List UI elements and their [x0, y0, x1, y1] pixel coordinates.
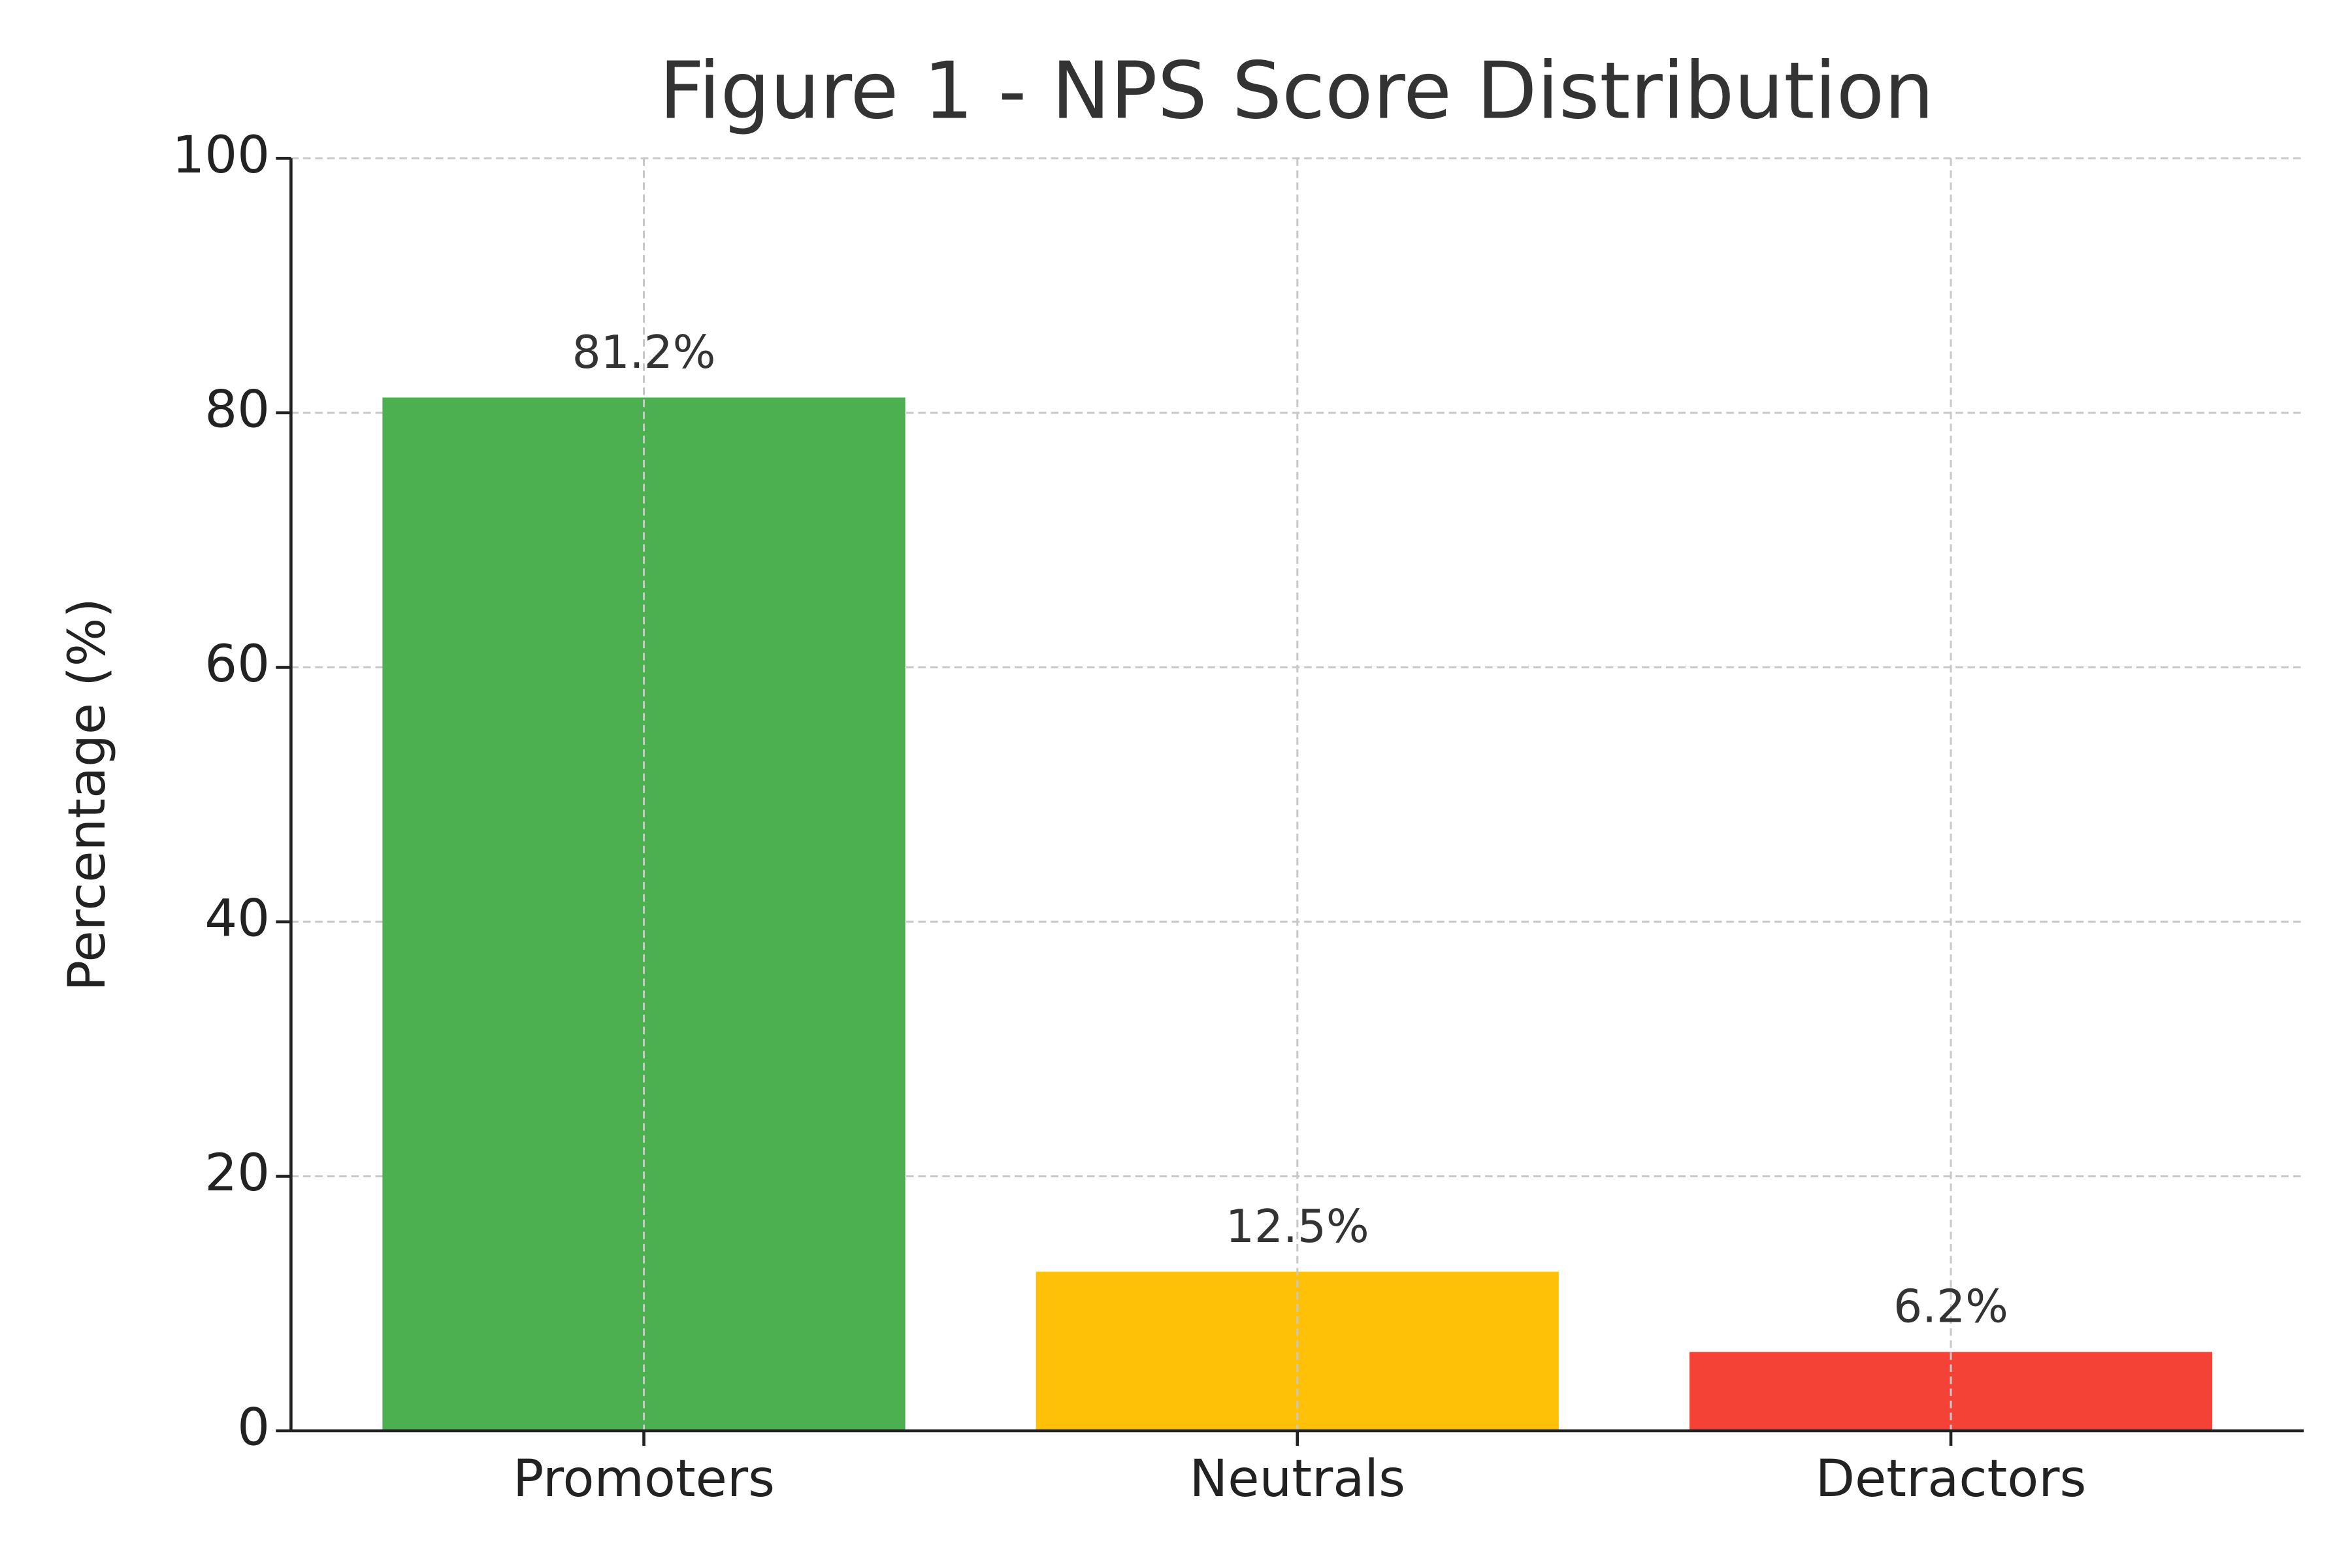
bar — [382, 397, 906, 1431]
x-tick-label: Promoters — [513, 1448, 775, 1509]
y-tick-label: 40 — [204, 888, 270, 948]
y-axis-label: Percentage (%) — [57, 598, 117, 991]
x-tick-label: Neutrals — [1190, 1448, 1405, 1509]
y-tick-label: 20 — [204, 1143, 270, 1203]
data-label: 81.2% — [572, 327, 716, 379]
x-tick-label: Detractors — [1816, 1448, 2087, 1509]
y-tick-label: 0 — [237, 1397, 270, 1457]
y-tick-label: 80 — [204, 379, 270, 439]
y-tick-label: 60 — [204, 634, 270, 694]
data-label: 6.2% — [1893, 1281, 2008, 1333]
data-label: 12.5% — [1226, 1201, 1369, 1253]
chart-title: Figure 1 - NPS Score Distribution — [659, 46, 1934, 137]
y-tick-label: 100 — [172, 125, 270, 185]
